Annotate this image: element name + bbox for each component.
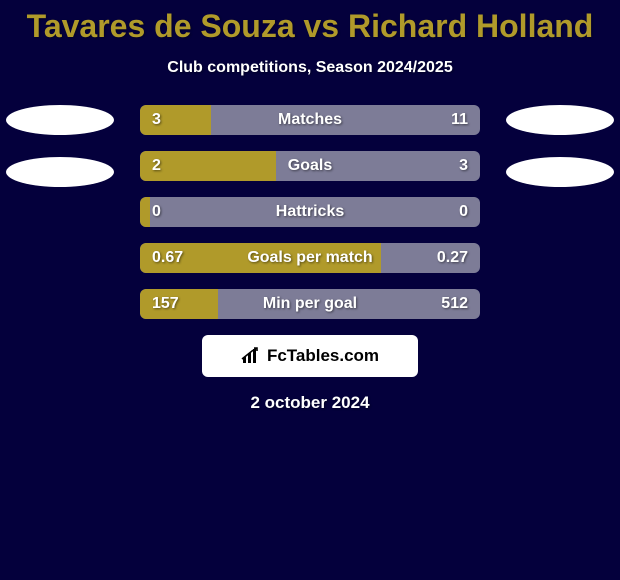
stat-right-value: 0: [459, 203, 468, 221]
stat-row-mpg: 157 Min per goal 512: [140, 289, 480, 319]
stat-left-value: 3: [152, 111, 161, 129]
player2-avatar: [506, 105, 614, 135]
bar-chart-icon: [241, 347, 263, 365]
stat-right-value: 512: [441, 295, 468, 313]
stat-label: Min per goal: [263, 295, 357, 313]
stat-label: Matches: [278, 111, 342, 129]
stat-label: Goals: [288, 157, 332, 175]
comparison-infographic: Tavares de Souza vs Richard Holland Club…: [0, 0, 620, 580]
stat-label: Hattricks: [276, 203, 344, 221]
date: 2 october 2024: [0, 393, 620, 413]
stat-right-value: 3: [459, 157, 468, 175]
logo-box: FcTables.com: [202, 335, 418, 377]
stat-fill: [140, 197, 150, 227]
stat-left-value: 0: [152, 203, 161, 221]
comparison-area: 3 Matches 11 2 Goals 3 0 Hattricks 0 0.6…: [0, 105, 620, 319]
page-title: Tavares de Souza vs Richard Holland: [0, 0, 620, 45]
player1-team-avatar: [6, 157, 114, 187]
logo-text: FcTables.com: [267, 346, 379, 366]
player2-team-avatar: [506, 157, 614, 187]
subtitle: Club competitions, Season 2024/2025: [0, 59, 620, 77]
stat-label: Goals per match: [247, 249, 372, 267]
stat-left-value: 157: [152, 295, 179, 313]
stat-row-goals: 2 Goals 3: [140, 151, 480, 181]
stat-row-hattricks: 0 Hattricks 0: [140, 197, 480, 227]
player1-avatar: [6, 105, 114, 135]
stat-left-value: 2: [152, 157, 161, 175]
stat-row-gpm: 0.67 Goals per match 0.27: [140, 243, 480, 273]
stat-right-value: 0.27: [437, 249, 468, 267]
stat-left-value: 0.67: [152, 249, 183, 267]
stat-bars: 3 Matches 11 2 Goals 3 0 Hattricks 0 0.6…: [140, 105, 480, 319]
stat-row-matches: 3 Matches 11: [140, 105, 480, 135]
stat-fill: [140, 105, 211, 135]
stat-right-value: 11: [451, 111, 468, 129]
